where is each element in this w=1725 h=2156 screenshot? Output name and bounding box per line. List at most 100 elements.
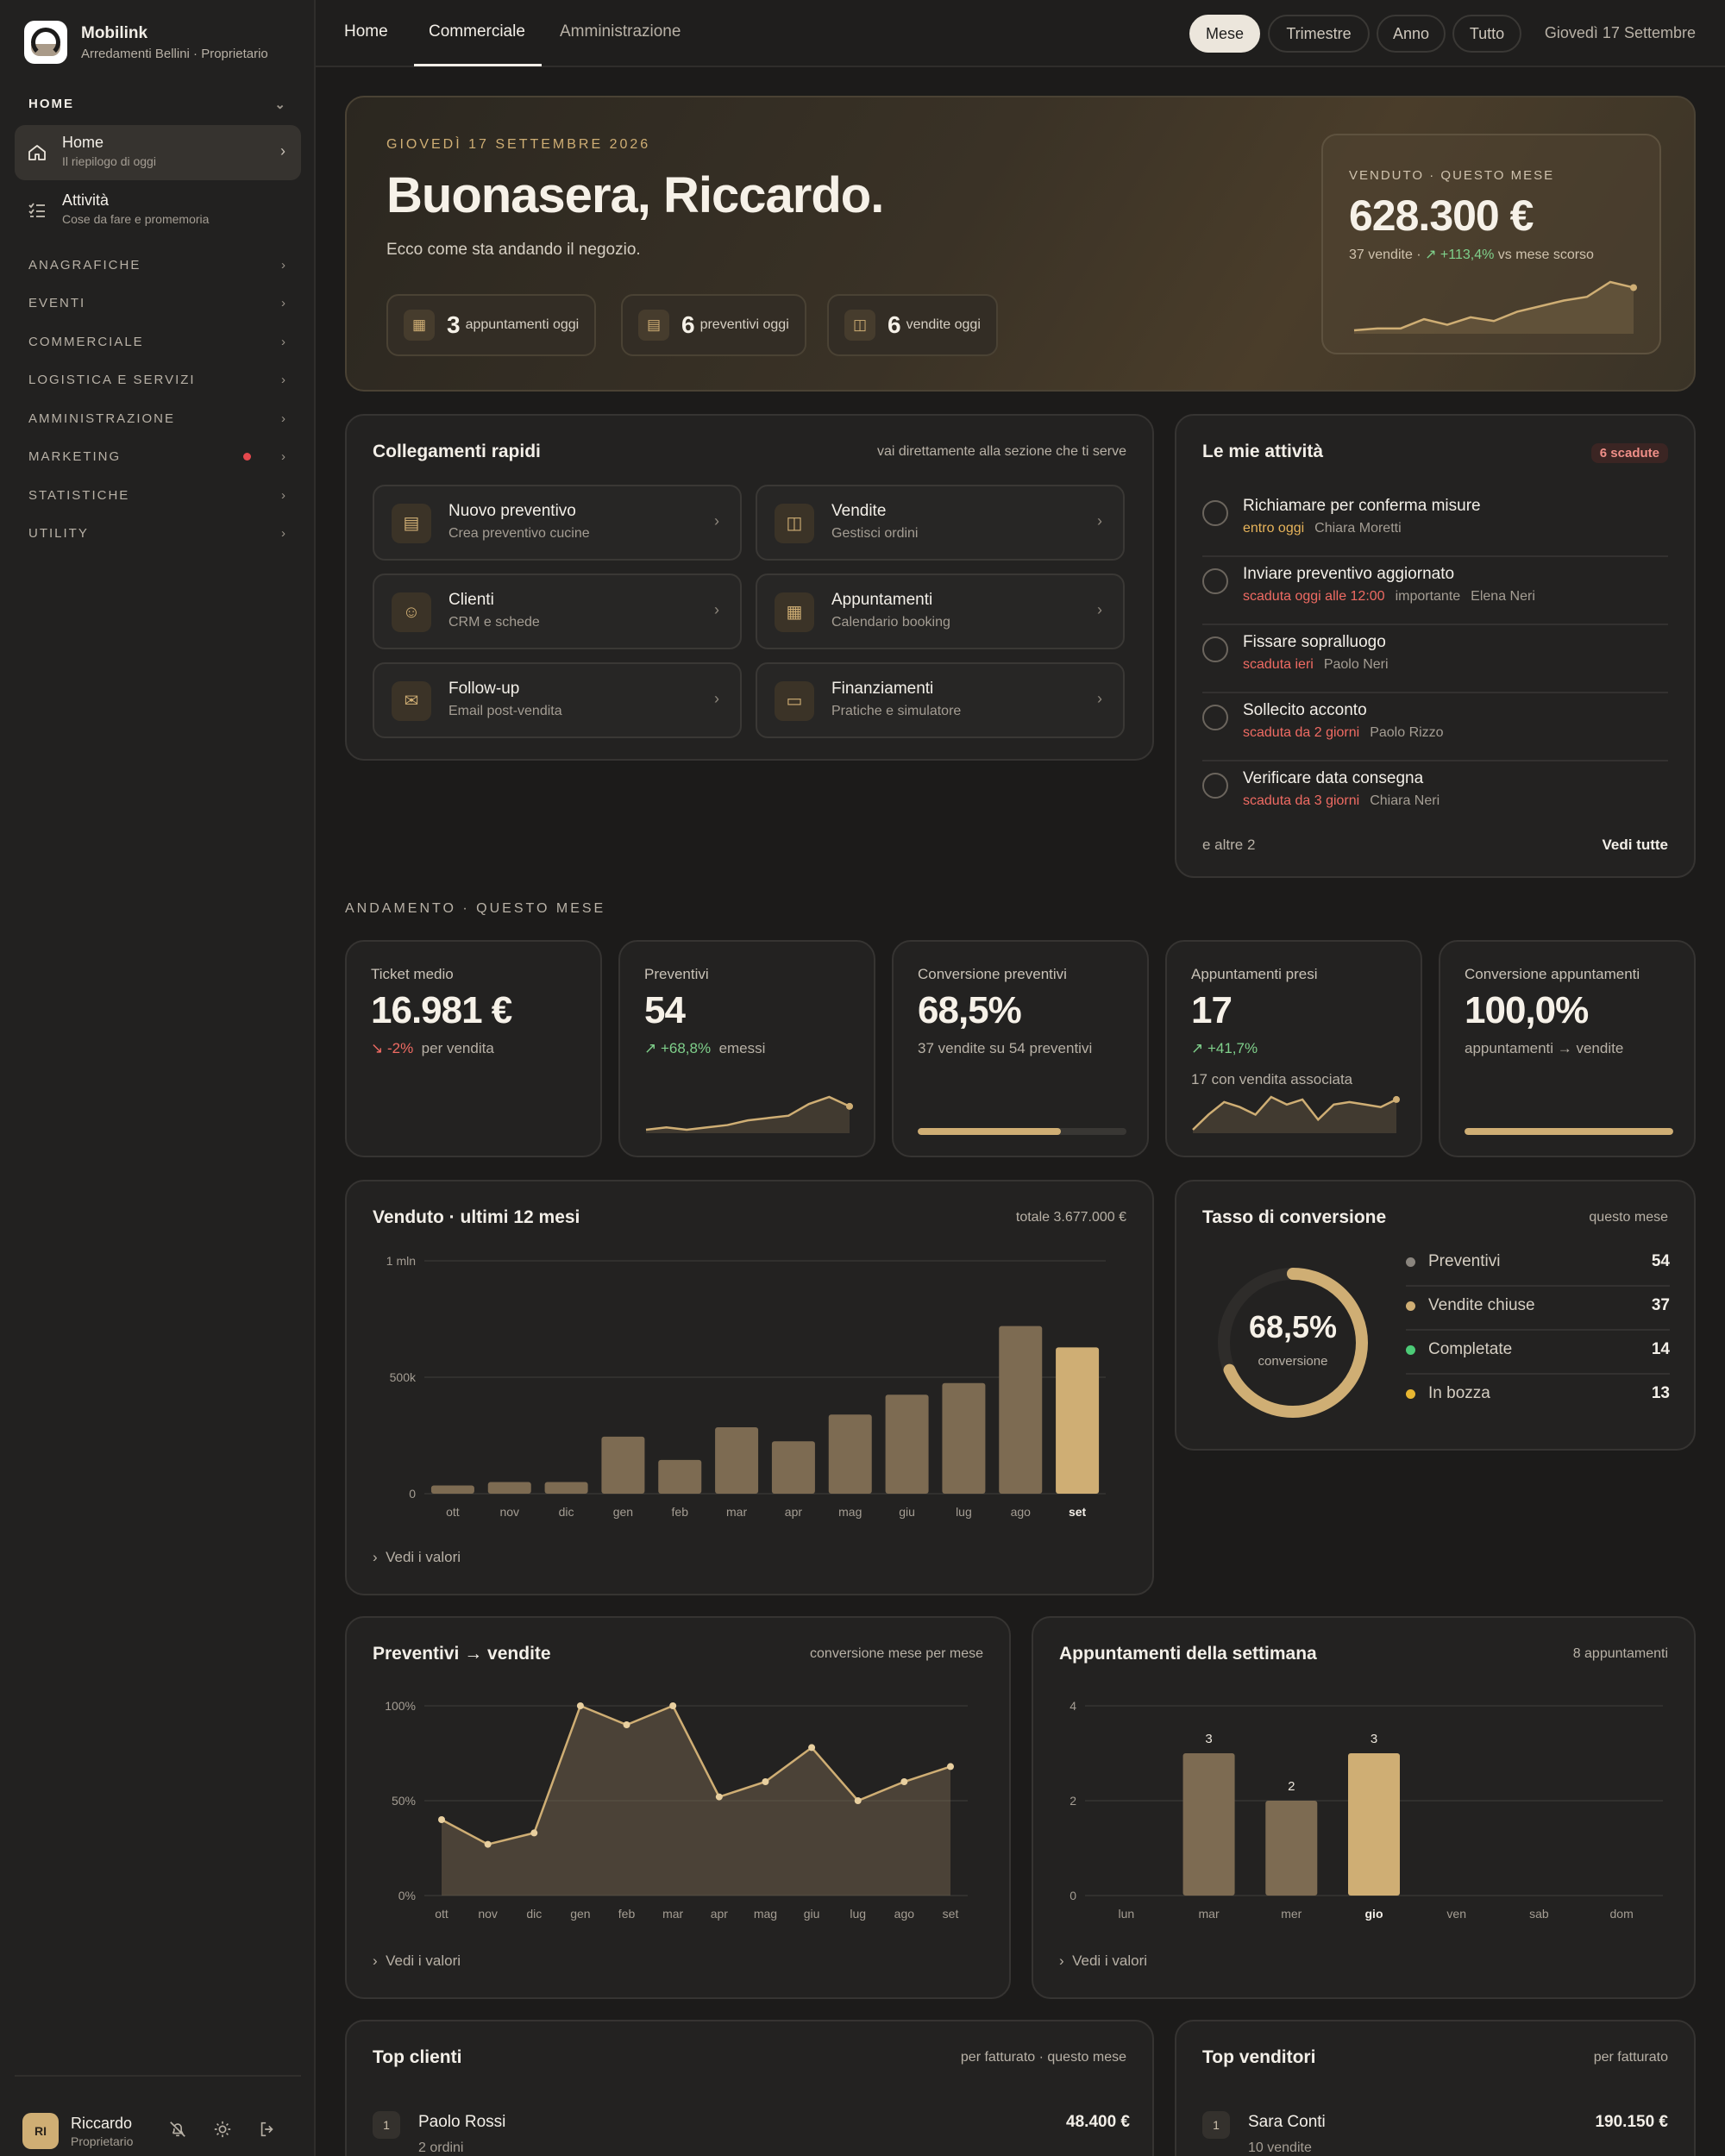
nav-section-label: EVENTI: [28, 296, 86, 310]
chip-label: vendite oggi: [906, 317, 981, 332]
bag-icon: ◫: [844, 310, 875, 341]
sparkline-end-dot: [846, 1102, 853, 1110]
quick-link-vendite[interactable]: ◫ Vendite Gestisci ordini ›: [756, 485, 1125, 561]
x-tick-label: lun: [1119, 1907, 1135, 1921]
nav-section-label: UTILITY: [28, 526, 89, 541]
quick-link-sub: Pratiche e simulatore: [831, 704, 962, 718]
nav-section-statistiche[interactable]: STATISTICHE ›: [28, 488, 287, 503]
period-anno[interactable]: Anno: [1377, 15, 1446, 53]
legend-item: Completate 14: [1406, 1330, 1670, 1375]
show-values-toggle[interactable]: › Vedi i valori: [373, 1952, 461, 1970]
task-item[interactable]: Inviare preventivo aggiornato scaduta og…: [1202, 558, 1668, 625]
show-values-toggle[interactable]: › Vedi i valori: [1059, 1952, 1147, 1970]
brand[interactable]: Mobilink Arredamenti Bellini · Proprieta…: [24, 21, 268, 64]
hero-card: GIOVEDÌ 17 SETTEMBRE 2026 Buonasera, Ric…: [345, 96, 1696, 392]
top-clients-card: Top clienti per fatturato · questo mese …: [345, 2020, 1154, 2156]
task-meta: scaduta da 3 giorni Chiara Neri: [1243, 793, 1450, 809]
rank-value: 190.150 €: [1595, 2113, 1668, 2131]
today-quotes-chip[interactable]: ▤ 6 preventivi oggi: [621, 294, 806, 356]
mail-icon: ✉: [392, 681, 431, 721]
period-mese[interactable]: Mese: [1189, 15, 1260, 53]
nav-section-commerciale[interactable]: COMMERCIALE ›: [28, 335, 287, 349]
chevron-right-icon: ›: [1059, 1952, 1073, 1969]
trend-down-icon: ↘: [371, 1040, 387, 1056]
today-appointments-chip[interactable]: ▦ 3 appuntamenti oggi: [386, 294, 597, 356]
task-checkbox[interactable]: [1202, 773, 1228, 799]
x-tick-label: lug: [956, 1505, 972, 1519]
tab-amministrazione[interactable]: Amministrazione: [560, 22, 681, 41]
quick-links-title: Collegamenti rapidi: [373, 442, 541, 461]
y-tick-label: 500k: [390, 1370, 417, 1384]
x-tick-label: apr: [785, 1505, 803, 1519]
week-appointments-chart: 0 2 4 lun 3 mar 2 mer 3 gio ven sab dom: [1070, 1699, 1663, 1921]
x-tick-label: nov: [499, 1505, 519, 1519]
chart-note: 8 appuntamenti: [1572, 1646, 1668, 1661]
sparkline-line: [1192, 1095, 1397, 1131]
task-item[interactable]: Richiamare per conferma misure entro ogg…: [1202, 490, 1668, 557]
show-values-toggle[interactable]: › Vedi i valori: [373, 1549, 461, 1566]
task-title: Richiamare per conferma misure: [1243, 497, 1481, 515]
quick-link-title: Appuntamenti: [831, 591, 933, 609]
nav-section-logistica[interactable]: LOGISTICA E SERVIZI ›: [28, 373, 287, 387]
sun-icon[interactable]: [213, 2120, 232, 2139]
quick-link-finanziamenti[interactable]: ▭ Finanziamenti Pratiche e simulatore ›: [756, 662, 1125, 738]
period-trimestre[interactable]: Trimestre: [1268, 15, 1370, 53]
logout-icon[interactable]: [258, 2120, 277, 2139]
kpi-label: Conversione appuntamenti: [1465, 966, 1640, 982]
kpi-progress-fill: [918, 1128, 1061, 1135]
nav-section-marketing[interactable]: MARKETING ›: [28, 449, 287, 464]
kpi-delta: +41,7%: [1207, 1040, 1258, 1056]
sparkline-line: [1353, 280, 1634, 332]
task-person: Elena Neri: [1471, 589, 1535, 604]
quick-link-follow-up[interactable]: ✉ Follow-up Email post-vendita ›: [373, 662, 742, 738]
task-item[interactable]: Sollecito acconto scaduta da 2 giorni Pao…: [1202, 694, 1668, 761]
bar: [828, 1414, 872, 1494]
list-item[interactable]: 1 Paolo Rossi 2 ordini 48.400 €: [373, 2108, 1130, 2156]
y-tick-label: 0: [1070, 1889, 1076, 1902]
kpi-label: Conversione preventivi: [918, 966, 1067, 982]
chevron-right-icon: ›: [373, 1952, 386, 1969]
show-values-label: Vedi i valori: [1072, 1952, 1148, 1969]
conversion-card: Tasso di conversione questo mese 68,5% c…: [1175, 1180, 1696, 1451]
tab-home[interactable]: Home: [344, 22, 388, 41]
data-point: [947, 1763, 954, 1771]
chevron-right-icon: ›: [1097, 601, 1102, 618]
task-checkbox[interactable]: [1202, 705, 1228, 730]
task-item[interactable]: Fissare sopralluogo scaduta ieri Paolo Ne…: [1202, 626, 1668, 693]
quick-link-appuntamenti[interactable]: ▦ Appuntamenti Calendario booking ›: [756, 573, 1125, 649]
task-checkbox[interactable]: [1202, 500, 1228, 526]
see-all-tasks-link[interactable]: Vedi tutte: [1602, 837, 1668, 853]
nav-section-anagrafiche[interactable]: ANAGRAFICHE ›: [28, 258, 287, 273]
sidebar-item-attivita[interactable]: Attività Cose da fare e promemoria: [15, 183, 301, 238]
task-checkbox[interactable]: [1202, 636, 1228, 662]
task-due: scaduta da 3 giorni: [1243, 793, 1360, 808]
kpi-progress-fill: [1465, 1128, 1673, 1135]
kpi-note: per vendita: [421, 1040, 494, 1056]
bell-off-icon[interactable]: [168, 2120, 187, 2139]
x-tick-label: giu: [804, 1907, 820, 1921]
task-item[interactable]: Verificare data consegna scaduta da 3 gi…: [1202, 762, 1668, 830]
tab-commerciale[interactable]: Commerciale: [429, 22, 525, 41]
nav-section-utility[interactable]: UTILITY ›: [28, 526, 287, 541]
kpi-preventivi: Preventivi 54 ↗ +68,8% emessi: [618, 940, 875, 1157]
sidebar-item-home[interactable]: Home Il riepilogo di oggi ›: [15, 125, 301, 180]
nav-section-home[interactable]: HOME ⌄: [28, 97, 287, 112]
today-sales-chip[interactable]: ◫ 6 vendite oggi: [827, 294, 998, 356]
period-tutto[interactable]: Tutto: [1452, 15, 1521, 53]
nav-section-eventi[interactable]: EVENTI ›: [28, 296, 287, 310]
list-item[interactable]: 1 Sara Conti 10 vendite 190.150 €: [1202, 2108, 1668, 2156]
kpi-conversione-preventivi: Conversione preventivi 68,5% 37 vendite …: [892, 940, 1149, 1157]
nav-section-label: LOGISTICA E SERVIZI: [28, 373, 196, 387]
quick-link-clienti[interactable]: ☺ Clienti CRM e schede ›: [373, 573, 742, 649]
chip-label: preventivi oggi: [699, 317, 789, 332]
nav-section-label: MARKETING: [28, 449, 122, 464]
kpi-value: 54: [644, 989, 686, 1031]
nav-section-amministrazione[interactable]: AMMINISTRAZIONE ›: [28, 411, 287, 426]
quick-link-sub: Calendario booking: [831, 615, 950, 630]
user-profile[interactable]: RI Riccardo Proprietario: [22, 2113, 133, 2149]
task-checkbox[interactable]: [1202, 568, 1228, 594]
kpi-note: emessi: [718, 1040, 766, 1056]
quick-link-nuovo-preventivo[interactable]: ▤ Nuovo preventivo Crea preventivo cucin…: [373, 485, 742, 561]
quick-link-sub: Gestisci ordini: [831, 526, 919, 541]
nav-section-label: COMMERCIALE: [28, 335, 144, 349]
